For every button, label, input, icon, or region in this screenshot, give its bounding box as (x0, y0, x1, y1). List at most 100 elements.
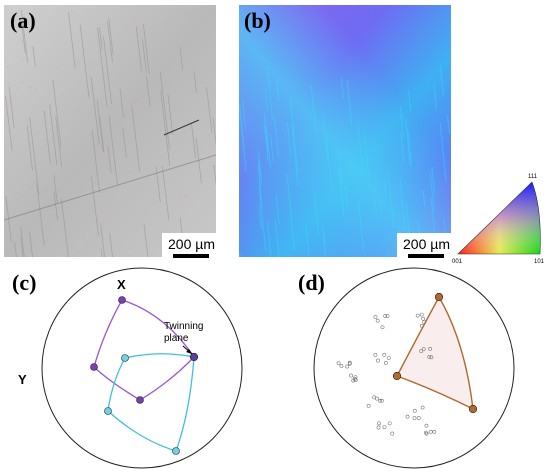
texture-speck (207, 225, 209, 227)
texture-streak (408, 90, 412, 112)
scatter-pole (419, 323, 424, 328)
texture-streak (310, 85, 317, 135)
texture-streak (91, 130, 100, 193)
texture-streak (266, 67, 274, 120)
texture-speck (176, 159, 178, 161)
texture-speck (143, 43, 145, 46)
scatter-pole (351, 378, 356, 383)
texture-streak (29, 231, 33, 257)
texture-speck (184, 12, 186, 14)
texture-streak (363, 131, 370, 178)
texture-speck (157, 85, 159, 87)
scatter-pole (376, 425, 381, 430)
texture-streak (142, 39, 147, 73)
pole-figure-c: X Y Twinning plane (18, 267, 243, 469)
texture-speck (53, 191, 55, 193)
texture-speck (159, 129, 161, 131)
texture-speck (169, 179, 171, 181)
scatter-pole (339, 364, 344, 368)
scale-bar-label: 200 µm (403, 236, 450, 252)
texture-speck (26, 130, 28, 132)
texture-streak (193, 71, 197, 94)
texture-speck (193, 148, 195, 150)
texture-speck (108, 28, 110, 30)
texture-streak (326, 138, 333, 194)
texture-speck (56, 66, 58, 68)
scatter-pole (353, 375, 358, 379)
texture-streak (20, 226, 25, 257)
ipf-label-111: 111 (528, 174, 538, 180)
texture-speck (210, 144, 212, 147)
texture-streak (20, 10, 29, 63)
texture-streak (337, 149, 343, 184)
texture-speck (22, 40, 24, 42)
texture-speck (46, 137, 48, 140)
texture-speck (128, 171, 130, 173)
panel-label-d: (d) (298, 270, 325, 295)
texture-speck (7, 203, 9, 205)
texture-streak (399, 105, 404, 138)
scatter-pole (383, 361, 388, 365)
scatter-pole (423, 430, 428, 435)
texture-streak (266, 221, 272, 257)
texture-streak (291, 124, 299, 186)
texture-streak (287, 122, 292, 158)
texture-streak (108, 115, 118, 186)
texture-streak (20, 238, 24, 257)
texture-streak (5, 95, 13, 151)
scale-bar-a: 200 µm (162, 233, 221, 262)
texture-streak (258, 205, 263, 229)
scatter-pole (405, 414, 410, 419)
texture-speck (110, 116, 112, 119)
scatter-pole (416, 416, 421, 420)
texture-streak (191, 123, 196, 158)
texture-speck (11, 103, 13, 105)
scatter-pole (386, 356, 391, 360)
texture-speck (171, 183, 173, 185)
texture-speck (8, 83, 10, 85)
texture-speck (25, 119, 28, 121)
scatter-pole (385, 314, 390, 319)
scatter-pole (373, 352, 378, 357)
texture-speck (55, 136, 57, 138)
texture-streak (405, 118, 411, 167)
scatter-pole (336, 361, 341, 366)
scatter-pole (390, 431, 395, 436)
texture-streak (119, 88, 124, 118)
texture-streak (131, 106, 141, 172)
texture-streak (289, 203, 296, 251)
texture-streak (263, 124, 269, 162)
axis-label-y: Y (18, 372, 27, 387)
texture-speck (74, 11, 76, 14)
texture-streak (257, 164, 262, 192)
texture-streak (43, 110, 51, 164)
texture-speck (130, 41, 132, 43)
scatter-pole (424, 423, 429, 428)
ebsd-orientation-map (239, 5, 451, 257)
annotation-twinning: Twinning (164, 321, 203, 332)
texture-streak (21, 22, 26, 54)
panel-label-b: (b) (244, 8, 271, 33)
scatter-pole (432, 430, 437, 434)
texture-speck (115, 137, 117, 140)
pole-purple (136, 396, 144, 404)
texture-streak (264, 87, 269, 112)
texture-streak (49, 104, 58, 166)
annotation-plane: plane (164, 333, 189, 344)
texture-speck (74, 89, 76, 91)
texture-streak (258, 187, 267, 252)
texture-streak (135, 26, 142, 72)
scatter-pole (373, 315, 378, 319)
texture-speck (194, 31, 197, 33)
texture-streak (5, 195, 12, 243)
pole-purple (90, 363, 98, 371)
texture-speck (180, 49, 182, 52)
scatter-pole (347, 360, 352, 365)
axis-label-x: X (117, 277, 126, 292)
texture-streak (52, 79, 62, 148)
texture-streak (338, 167, 345, 217)
texture-streak (99, 27, 103, 51)
texture-streak (160, 90, 171, 166)
scatter-pole (379, 398, 384, 403)
texture-speck (97, 143, 100, 145)
